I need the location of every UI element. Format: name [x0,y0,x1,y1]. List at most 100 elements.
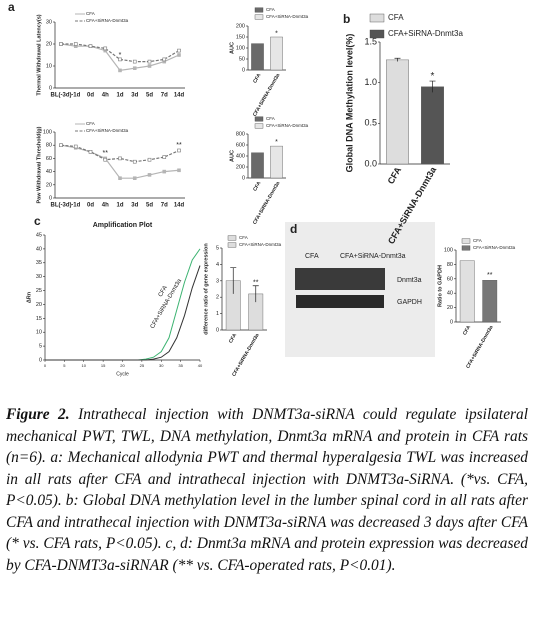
legend-swatch [461,245,471,251]
legend-label: CFA [388,13,404,22]
y-tick-label: 100 [236,45,245,51]
y-axis-label: AUC [229,42,235,54]
y-tick-label: 20 [46,41,52,47]
x-tick-label: BL(-3d) [51,203,72,209]
x-tick-label: 1d [116,203,123,209]
legend-label: CFA+SiRNA-Dnmt3a [473,245,516,250]
bar [459,260,475,323]
y-tick-label: 40 [447,291,453,297]
y-tick-label: 100 [43,129,52,135]
y-tick-label: 40 [36,246,42,252]
y-axis-label: difference ratio of gene expression [203,243,209,335]
y-tick-label: 10 [36,330,42,336]
caption-label: Figure 2. [6,406,70,423]
panel-label: b [343,12,350,26]
y-tick-label: 400 [236,153,245,159]
y-axis-label: Ratio to GAPDH [437,265,443,307]
legend-swatch [369,13,385,23]
x-tick-label: 30 [159,363,164,368]
point [147,157,152,162]
legend-label: CFA [266,7,275,12]
curve-label: CFA [158,285,169,298]
y-axis-label: ΔRn [26,291,32,303]
y-tick-label: 0 [39,357,42,363]
x-tick-label: 4h [102,203,109,209]
bar [421,86,444,165]
x-tick-label: 14d [174,203,185,209]
y-tick-label: 30 [46,19,52,25]
y-tick-label: 15 [36,316,42,322]
x-axis-label: Cycle [116,371,129,377]
x-tick-label: CFA [228,332,238,344]
y-tick-label: 20 [46,182,52,188]
annotation: * [275,139,278,146]
x-tick-label: -1d [71,203,80,209]
annotation: ** [176,142,182,149]
x-tick-label: 0d [87,93,94,99]
y-tick-label: 4 [216,262,219,268]
x-tick-label: 20 [120,363,125,368]
legend-label: CFA [86,11,95,16]
caption: Figure 2. Intrathecal injection with DNM… [6,404,528,576]
x-tick-label: 3d [131,203,138,209]
legend-label: CFA [86,121,95,126]
error-bar [394,57,401,62]
point [177,148,181,153]
x-tick-label: 7d [161,203,168,209]
bar [482,280,498,323]
y-tick-label: 50 [239,56,245,62]
legend-label: CFA [473,238,482,243]
point [132,59,137,64]
y-tick-label: 80 [46,143,52,149]
legend-swatch [369,29,385,39]
error-bar [429,80,436,93]
y-tick-label: 200 [236,23,245,29]
bar [270,36,283,71]
annotation: * [119,52,122,59]
point [162,169,167,174]
x-tick-label: 5d [146,203,153,209]
x-tick-label: 14d [174,93,185,99]
figure: d CFA CFA+SiRNA-Dnmt3a Dnmt3a GAPDH 0102… [8,0,516,377]
y-axis-label: Paw Withdrawal Threshold(g) [36,126,42,203]
bar [251,43,264,71]
y-tick-label: 20 [447,305,453,311]
point [118,176,122,180]
x-tick-label: BL(-3d) [51,93,72,99]
point [132,66,137,70]
legend-swatch [254,116,264,122]
legend-label: CFA+SiRNA-Dnmt3a [266,14,309,19]
band-label: Dnmt3a [397,277,422,284]
series-line [45,248,201,361]
x-tick-label: 5d [146,93,153,99]
y-tick-label: 30 [36,274,42,280]
y-tick-label: 3 [216,278,219,284]
legend-label: CFA+SiRNA-Dnmt3a [86,128,129,133]
point [147,59,152,64]
y-tick-label: 5 [216,245,219,251]
point [103,157,108,162]
point [59,42,63,46]
bar [251,152,264,179]
y-tick-label: 150 [236,34,245,40]
y-tick-label: 800 [236,131,245,137]
point [118,68,122,73]
y-axis-label: Thermal Withdrawal Latency(s) [36,14,42,95]
point [147,64,152,68]
x-tick-label: 5 [63,363,66,368]
point [118,57,122,62]
bar [270,145,283,179]
x-tick-label: 35 [178,363,183,368]
y-tick-label: 0.0 [364,158,377,168]
y-tick-label: 0.5 [364,118,377,128]
y-tick-label: 5 [39,344,42,350]
y-tick-label: 0 [242,175,245,181]
series-line [45,265,201,361]
x-tick-label: 0d [87,203,94,209]
panel-label: d [290,222,297,236]
annotation: * [275,31,278,38]
blot-band [296,295,384,308]
annotation: ** [487,272,493,279]
legend-label: CFA+SiRNA-Dnmt3a [239,242,282,247]
